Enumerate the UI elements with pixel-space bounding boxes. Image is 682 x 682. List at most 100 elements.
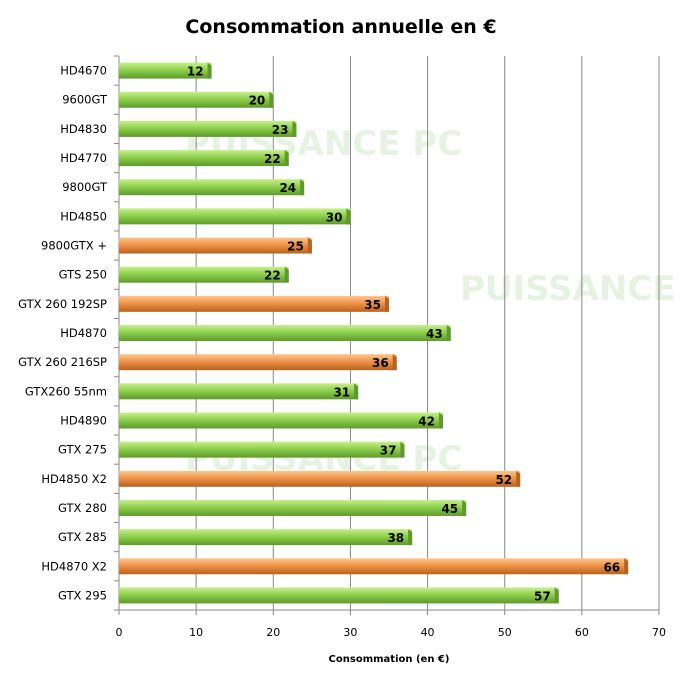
category-label: GTX 295 — [58, 588, 107, 602]
bar-end — [284, 150, 289, 167]
bar-13: 37 — [119, 441, 405, 458]
category-label: HD4870 — [60, 326, 107, 340]
data-label: 57 — [534, 589, 551, 603]
category-label: HD4670 — [60, 64, 107, 78]
bar — [119, 295, 389, 312]
x-tick-label: 30 — [343, 626, 357, 639]
bar — [119, 237, 312, 254]
bar-end — [207, 62, 212, 79]
bars: 12 20 23 22 24 30 25 22 35 43 36 31 42 37 52 45 38 66 57 — [119, 62, 629, 604]
bar — [119, 266, 289, 283]
bar — [119, 441, 405, 458]
bar — [119, 558, 629, 575]
x-tick-label: 60 — [575, 626, 589, 639]
bar — [119, 499, 467, 516]
category-label: GTX 285 — [58, 530, 107, 544]
data-label: 37 — [380, 444, 397, 458]
bar — [119, 587, 559, 604]
bar-3: 22 — [119, 150, 289, 167]
bar — [119, 91, 274, 108]
bar-7: 22 — [119, 266, 289, 283]
bar — [119, 62, 212, 79]
bar — [119, 529, 413, 546]
bar-1: 20 — [119, 91, 274, 108]
data-label: 25 — [287, 240, 304, 254]
bar-end — [307, 237, 312, 254]
x-axis-title: Consommation (en €) — [329, 654, 450, 665]
bar — [119, 179, 305, 196]
data-label: 42 — [418, 414, 435, 428]
bar-12: 42 — [119, 412, 443, 429]
category-label: GTS 250 — [59, 268, 107, 282]
category-label: GTX260 55nm — [25, 384, 107, 398]
bar — [119, 470, 521, 487]
x-tick-label: 0 — [116, 626, 123, 639]
bar-5: 30 — [119, 208, 351, 225]
data-label: 22 — [264, 152, 281, 166]
bar-end — [354, 383, 359, 400]
data-label: 66 — [603, 560, 620, 574]
bar-4: 24 — [119, 179, 305, 196]
data-label: 24 — [279, 181, 296, 195]
category-label: HD4830 — [60, 122, 107, 136]
bar-16: 38 — [119, 529, 413, 546]
data-label: 20 — [249, 94, 266, 108]
bar-end — [462, 499, 467, 516]
category-labels: HD4670 9600GT HD4830 HD4770 9800GT HD4850 9800… — [18, 64, 108, 603]
bar-end — [346, 208, 351, 225]
bar-end — [400, 441, 405, 458]
bar — [119, 208, 351, 225]
bar — [119, 354, 397, 371]
bar-end — [439, 412, 443, 429]
bar-0: 12 — [119, 62, 212, 79]
x-tick-label: 10 — [189, 626, 203, 639]
data-label: 35 — [364, 298, 381, 312]
bar-end — [292, 120, 297, 137]
bar-11: 31 — [119, 383, 359, 400]
data-label: 52 — [495, 473, 512, 487]
category-label: 9600GT — [62, 93, 108, 107]
data-label: 45 — [441, 502, 458, 516]
bar-end — [385, 295, 389, 312]
bar-8: 35 — [119, 295, 389, 312]
data-label: 31 — [333, 385, 350, 399]
bar — [119, 412, 443, 429]
watermark-text: PUISSANCE PC — [460, 269, 682, 309]
bar — [119, 120, 297, 137]
bar-18: 57 — [119, 587, 559, 604]
x-tick-label: 20 — [266, 626, 280, 639]
bar — [119, 150, 289, 167]
category-label: HD4870 X2 — [41, 559, 107, 573]
category-label: HD4770 — [60, 151, 107, 165]
bar-6: 25 — [119, 237, 312, 254]
category-label: HD4890 — [60, 413, 107, 427]
category-label: GTX 275 — [58, 443, 107, 457]
category-label: GTX 260 192SP — [18, 297, 107, 311]
bar-end — [269, 91, 274, 108]
data-label: 30 — [326, 210, 343, 224]
data-label: 38 — [387, 531, 404, 545]
category-label: 9800GT — [62, 180, 108, 194]
bar — [119, 383, 359, 400]
bar-17: 66 — [119, 558, 629, 575]
category-label: HD4850 X2 — [41, 472, 107, 486]
category-label: GTX 260 216SP — [18, 355, 107, 369]
bar-14: 52 — [119, 470, 521, 487]
bar-end — [624, 558, 629, 575]
bar-10: 36 — [119, 354, 397, 371]
bar-end — [284, 266, 289, 283]
bar — [119, 325, 451, 341]
data-label: 23 — [272, 123, 289, 137]
bar-end — [300, 179, 305, 196]
bar-end — [516, 470, 521, 487]
bar-15: 45 — [119, 499, 467, 516]
bar-2: 23 — [119, 120, 297, 137]
bar-end — [554, 587, 559, 604]
chart-title: Consommation annuelle en € — [185, 16, 496, 38]
category-label: 9800GTX + — [41, 239, 107, 253]
category-label: HD4850 — [60, 209, 107, 223]
x-tick-labels: 0 10 20 30 40 50 60 70 — [116, 626, 667, 639]
category-label: GTX 280 — [58, 501, 107, 515]
bar-end — [392, 354, 397, 371]
